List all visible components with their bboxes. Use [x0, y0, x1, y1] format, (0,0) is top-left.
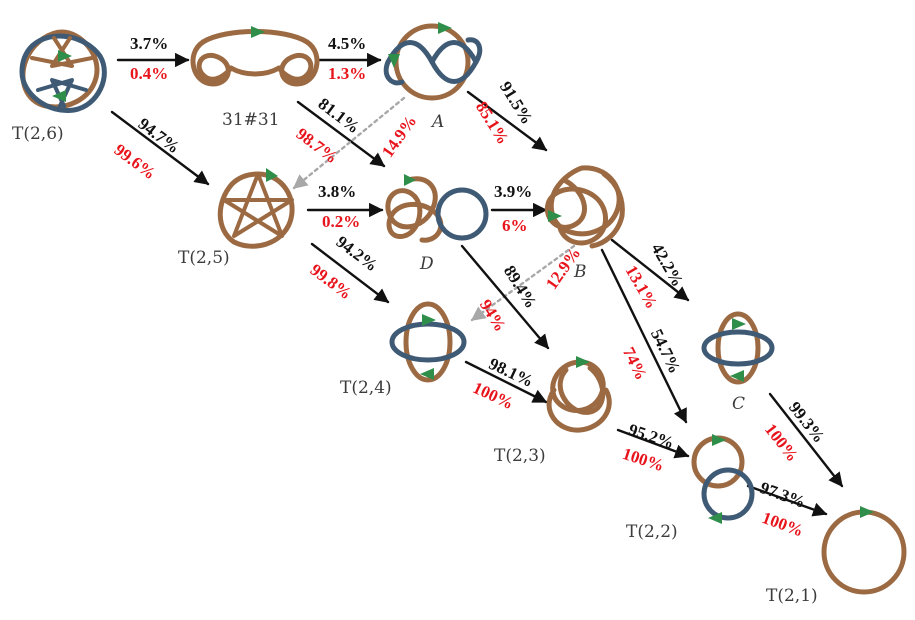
arrow-b-to-c — [610, 238, 690, 302]
knot-b-icon — [544, 165, 625, 249]
arrow-3131-to-d — [296, 100, 386, 168]
knot-t22-icon — [691, 434, 755, 524]
arrow-d-to-t23 — [460, 244, 550, 350]
pct-d-b-top: 3.9% — [494, 182, 533, 201]
knot-t24-icon — [389, 301, 467, 383]
label-t23: T(2,3) — [494, 446, 546, 466]
knot-t21-icon — [821, 506, 907, 595]
label-3131: 31#31 — [222, 110, 280, 130]
label-a: A — [432, 112, 445, 132]
knot-c-icon — [701, 311, 775, 385]
arrow-a-to-t25-dotted — [292, 96, 406, 190]
label-b: B — [574, 262, 587, 282]
pct-t26-3131-top: 3.7% — [130, 34, 169, 53]
label-t24: T(2,4) — [340, 378, 392, 398]
arrow-t22-to-t21 — [746, 484, 828, 517]
knot-t25-icon — [217, 168, 295, 249]
pct-3131-a-top: 4.5% — [328, 34, 367, 53]
arrow-t24-to-t23 — [464, 360, 548, 404]
knot-3131-icon — [190, 26, 320, 87]
knot-a-icon — [383, 22, 483, 101]
pct-d-b-bottom: 6% — [502, 216, 528, 235]
arrow-t23-to-t22 — [616, 428, 690, 459]
label-t25: T(2,5) — [178, 248, 230, 268]
pct-t26-3131-bottom: 0.4% — [130, 64, 169, 83]
knots — [19, 22, 907, 595]
transition-arrows — [110, 52, 844, 517]
arrow-c-to-t21 — [768, 392, 844, 488]
label-t21: T(2,1) — [766, 586, 818, 606]
label-t26: T(2,6) — [12, 124, 64, 144]
arrow-t25-to-t24 — [310, 242, 390, 304]
arrow-t26-to-t25 — [110, 110, 210, 186]
pct-3131-a-bottom: 1.3% — [328, 64, 367, 83]
arrow-a-to-b — [466, 90, 548, 152]
knot-d-icon — [385, 174, 489, 243]
label-c: C — [732, 394, 746, 414]
label-t22: T(2,2) — [626, 522, 678, 542]
knot-t23-icon — [546, 356, 612, 433]
pct-t25-d-bottom: 0.2% — [322, 212, 361, 231]
arrow-b-to-t22 — [600, 248, 688, 424]
arrow-b-to-t24-dotted — [470, 244, 576, 322]
knot-t26-icon — [19, 29, 107, 113]
pct-t25-d-top: 3.8% — [318, 182, 357, 201]
label-d: D — [420, 254, 434, 274]
